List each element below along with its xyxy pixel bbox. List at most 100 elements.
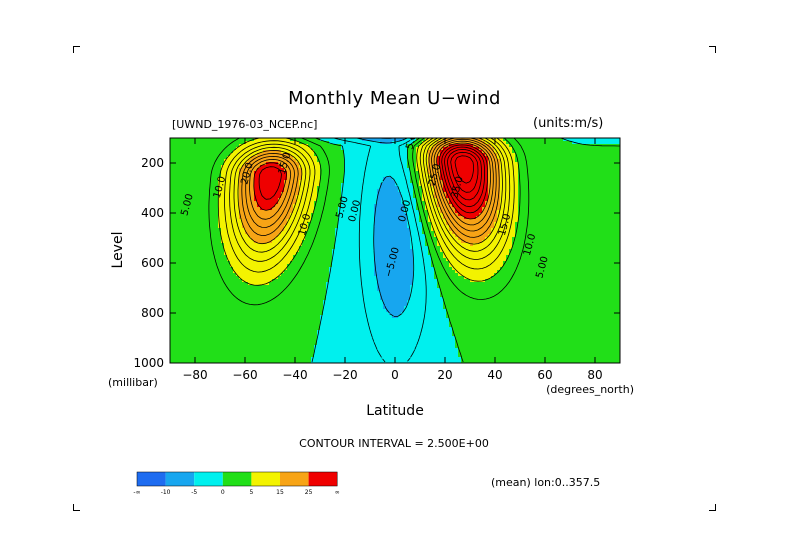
field-cell (233, 174, 237, 178)
field-cell (353, 330, 357, 334)
field-cell (218, 186, 222, 190)
field-cell (248, 207, 252, 211)
field-cell (284, 321, 288, 325)
field-cell (206, 219, 210, 223)
field-cell (302, 264, 306, 268)
field-cell (320, 141, 324, 145)
field-cell (206, 309, 210, 313)
field-cell (182, 300, 186, 304)
field-cell (233, 216, 237, 220)
field-cell (341, 285, 345, 289)
field-cell (314, 210, 318, 214)
field-cell (200, 162, 204, 166)
field-cell (227, 348, 231, 352)
field-cell (320, 210, 324, 214)
field-cell (284, 312, 288, 316)
field-cell (332, 219, 336, 223)
field-cell (344, 156, 348, 160)
field-cell (245, 327, 249, 331)
field-cell (362, 168, 366, 172)
field-cell (341, 351, 345, 355)
field-cell (320, 240, 324, 244)
field-cell (350, 282, 354, 286)
field-cell (239, 174, 243, 178)
field-cell (239, 138, 243, 142)
field-cell (245, 237, 249, 241)
field-cell (206, 174, 210, 178)
field-cell (221, 162, 225, 166)
field-cell (296, 297, 300, 301)
field-cell (221, 276, 225, 280)
field-cell (224, 186, 228, 190)
field-cell (299, 300, 303, 304)
field-cell (179, 306, 183, 310)
field-cell (278, 189, 282, 193)
field-cell (290, 210, 294, 214)
field-cell (260, 138, 264, 142)
field-cell (314, 306, 318, 310)
field-cell (215, 249, 219, 253)
field-cell (356, 324, 360, 328)
field-cell (218, 273, 222, 277)
field-cell (359, 162, 363, 166)
field-cell (272, 261, 276, 265)
field-cell (362, 165, 366, 169)
field-cell (200, 201, 204, 205)
field-cell (338, 324, 342, 328)
field-cell (317, 237, 321, 241)
field-cell (251, 330, 255, 334)
field-cell (362, 207, 366, 211)
field-cell (326, 312, 330, 316)
field-cell (344, 138, 348, 142)
field-cell (284, 183, 288, 187)
field-cell (206, 297, 210, 301)
field-cell (260, 357, 264, 361)
field-cell (200, 252, 204, 256)
field-cell (329, 294, 333, 298)
field-cell (260, 300, 264, 304)
field-cell (176, 147, 180, 151)
field-cell (209, 168, 213, 172)
field-cell (323, 174, 327, 178)
field-cell (218, 324, 222, 328)
field-cell (350, 204, 354, 208)
field-cell (263, 252, 267, 256)
field-cell (173, 312, 177, 316)
field-cell (233, 336, 237, 340)
field-cell (299, 210, 303, 214)
field-cell (230, 177, 234, 181)
field-cell (362, 324, 366, 328)
field-cell (224, 204, 228, 208)
field-cell (284, 198, 288, 202)
field-cell (227, 339, 231, 343)
field-cell (275, 141, 279, 145)
field-cell (314, 195, 318, 199)
field-cell (347, 291, 351, 295)
field-cell (299, 150, 303, 154)
field-cell (356, 291, 360, 295)
field-cell (353, 201, 357, 205)
field-cell (188, 141, 192, 145)
field-cell (236, 264, 240, 268)
field-cell (239, 351, 243, 355)
field-cell (269, 291, 273, 295)
field-cell (194, 273, 198, 277)
field-cell (338, 270, 342, 274)
field-cell (359, 228, 363, 232)
field-cell (200, 138, 204, 142)
field-cell (236, 147, 240, 151)
field-cell (305, 225, 309, 229)
field-cell (179, 351, 183, 355)
field-cell (239, 312, 243, 316)
field-cell (212, 168, 216, 172)
field-cell (350, 348, 354, 352)
field-cell (245, 252, 249, 256)
field-cell (179, 243, 183, 247)
field-cell (215, 228, 219, 232)
field-cell (185, 183, 189, 187)
field-cell (239, 183, 243, 187)
field-cell (200, 306, 204, 310)
field-cell (251, 186, 255, 190)
field-cell (176, 192, 180, 196)
field-cell (188, 174, 192, 178)
